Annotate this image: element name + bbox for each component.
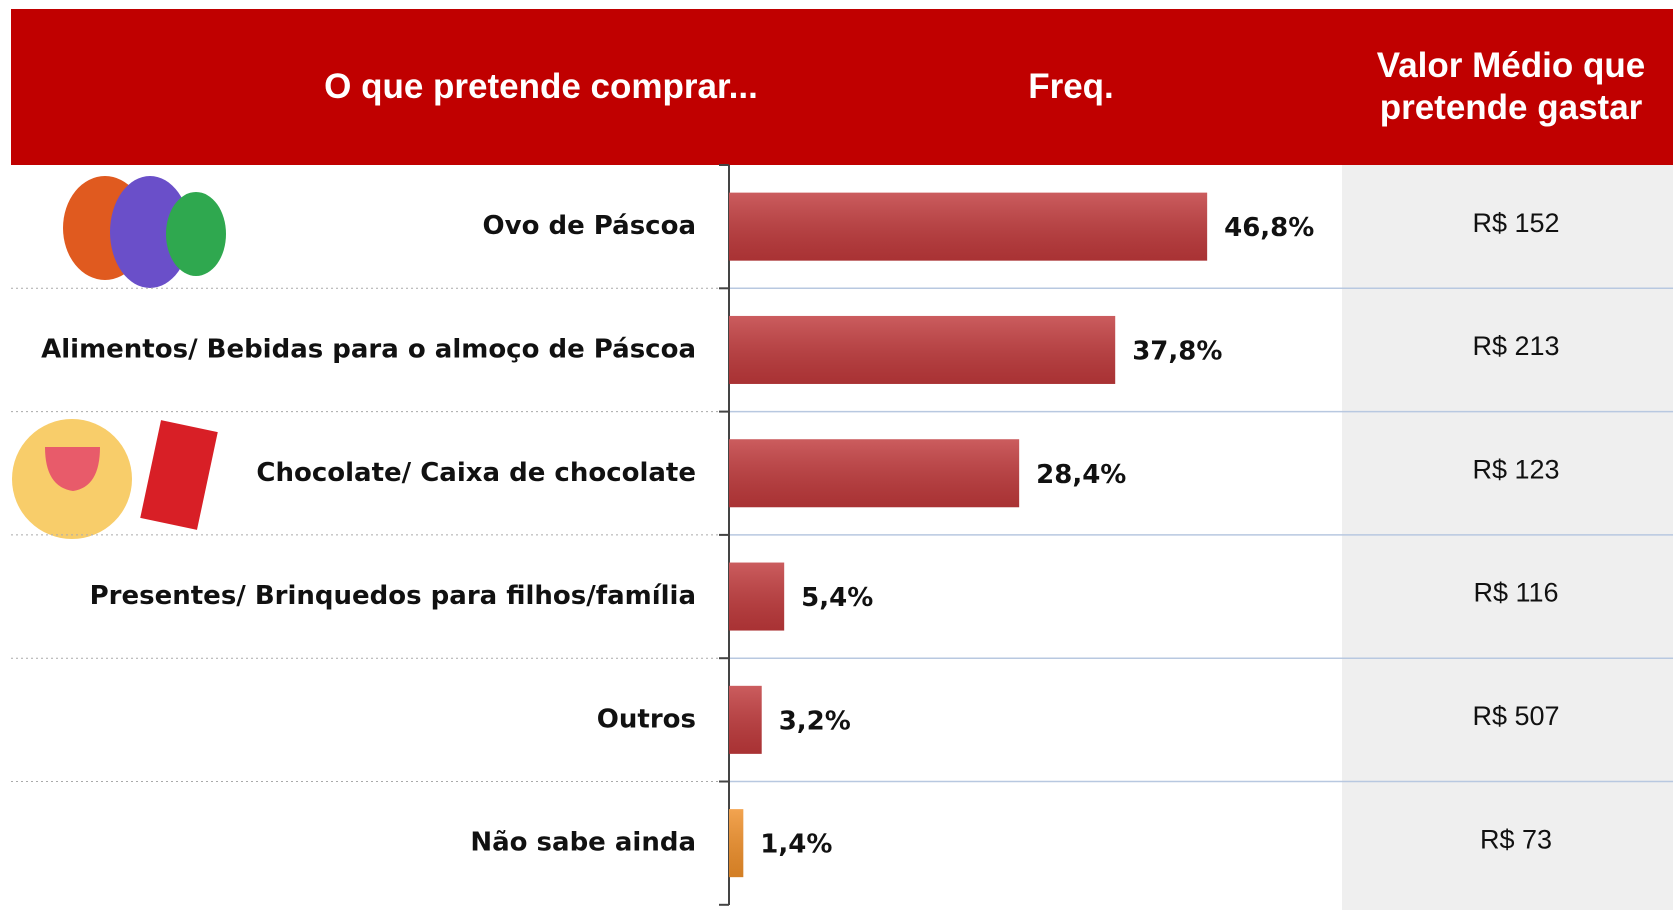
bar-shade <box>729 685 762 754</box>
category-label: Chocolate/ Caixa de chocolate <box>256 458 696 488</box>
category-label: Não sabe ainda <box>470 828 696 858</box>
spend-value: R$ 507 <box>1472 701 1559 731</box>
header: O que pretende comprar... Freq. Valor Mé… <box>11 9 1673 165</box>
category-label: Alimentos/ Bebidas para o almoço de Pásc… <box>41 334 696 364</box>
bar <box>729 685 762 754</box>
spend-column-bg <box>1342 165 1673 910</box>
value-label: 3,2% <box>779 706 851 736</box>
category-label: Outros <box>597 704 696 734</box>
spend-value: R$ 152 <box>1472 208 1559 238</box>
column-title: Freq. <box>1028 67 1114 106</box>
bar <box>729 315 1116 384</box>
bar <box>729 192 1208 261</box>
food-icon <box>12 419 218 539</box>
bar <box>729 439 1020 508</box>
value-label: 28,4% <box>1036 460 1126 490</box>
bar-shade <box>729 809 744 878</box>
bar <box>729 809 744 878</box>
egg-icon <box>63 176 226 288</box>
column-title: Valor Médio que pretende gastar <box>1376 46 1646 127</box>
category-label: Ovo de Páscoa <box>483 211 696 241</box>
value-label: 46,8% <box>1224 213 1314 243</box>
bar-shade <box>729 315 1116 384</box>
bar <box>729 562 785 631</box>
bar-shade <box>729 439 1020 508</box>
bar-shade <box>729 562 785 631</box>
value-label: 37,8% <box>1132 336 1222 366</box>
spend-value: R$ 73 <box>1480 824 1552 854</box>
value-label: 1,4% <box>760 830 832 860</box>
value-label: 5,4% <box>801 583 873 613</box>
spend-value: R$ 123 <box>1472 454 1559 484</box>
spend-value: R$ 116 <box>1473 578 1558 608</box>
bar-shade <box>729 192 1208 261</box>
column-title: O que pretende comprar... <box>324 67 758 106</box>
spend-value: R$ 213 <box>1472 331 1559 361</box>
category-label: Presentes/ Brinquedos para filhos/famíli… <box>90 581 696 611</box>
